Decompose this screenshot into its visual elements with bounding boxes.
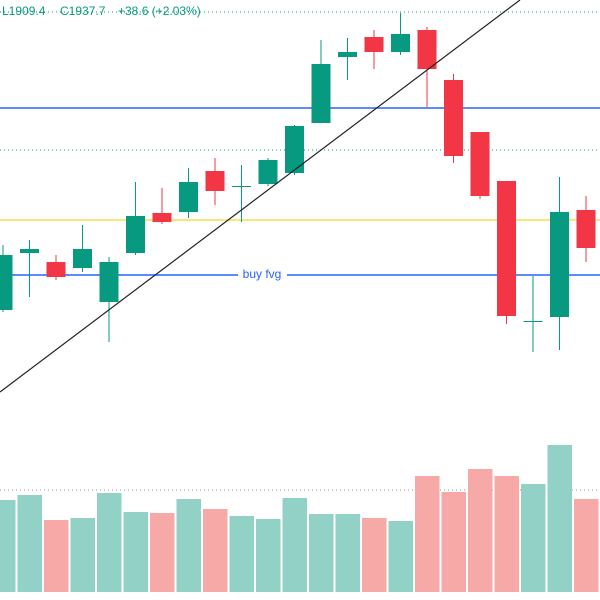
candle-body <box>20 249 39 253</box>
volume-bar <box>388 521 413 592</box>
volume-bar <box>574 499 599 592</box>
candle-body <box>311 64 331 123</box>
candle-body <box>338 52 357 57</box>
volume-bar <box>335 514 360 592</box>
volume-bar <box>97 493 122 592</box>
legend-change: +38.6 (+2.03%) <box>118 4 201 18</box>
legend-close: C1937.7 <box>60 4 106 18</box>
volume-bar <box>547 445 572 592</box>
candle-body <box>523 321 543 322</box>
candle-body <box>497 181 516 316</box>
trendline <box>0 0 521 393</box>
candle-body <box>126 216 145 253</box>
candle-body <box>417 30 437 69</box>
volume-bar <box>441 492 466 592</box>
candle-body <box>285 126 304 173</box>
volume-bar <box>468 469 493 592</box>
volume-bar <box>44 520 69 592</box>
volume-bar <box>229 516 254 592</box>
volume-pane <box>0 445 599 592</box>
volume-bar <box>256 519 281 592</box>
candle-body <box>205 171 225 191</box>
volume-bar <box>521 484 546 592</box>
volume-bar <box>123 512 148 592</box>
volume-bar <box>494 476 519 592</box>
volume-bar <box>70 518 95 592</box>
volume-bar <box>362 518 387 592</box>
level-label: buy fvg <box>243 267 282 281</box>
candle-body <box>364 37 384 52</box>
volume-bar <box>309 514 334 592</box>
volume-bar <box>17 495 42 592</box>
legend-low: L1909.4 <box>2 4 46 18</box>
candle-body <box>232 186 251 187</box>
candle-body <box>179 182 198 212</box>
candle-body <box>550 212 569 317</box>
candle-body <box>470 132 490 196</box>
overlay <box>0 0 521 393</box>
candle-body <box>152 213 172 222</box>
volume-bar <box>176 499 201 592</box>
candle-body <box>73 249 92 268</box>
candle-body <box>46 262 66 277</box>
volume-bar <box>0 500 16 592</box>
candle-body <box>99 262 119 302</box>
candle-body <box>391 34 410 52</box>
candle-body <box>576 210 596 248</box>
candle-body <box>444 80 463 156</box>
volume-bar <box>415 476 440 592</box>
volume-bar <box>150 513 175 592</box>
volume-bar <box>282 498 307 592</box>
candle-body <box>258 160 278 184</box>
candles <box>0 13 596 352</box>
candle-body <box>0 255 13 310</box>
volume-bar <box>203 509 228 592</box>
